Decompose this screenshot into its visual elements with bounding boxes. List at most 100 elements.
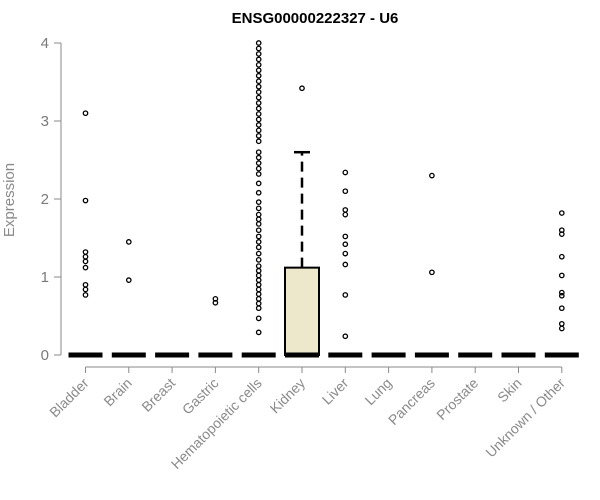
outlier-point (558, 253, 565, 260)
outlier-point (255, 211, 262, 218)
outlier-point (558, 231, 565, 237)
outlier-point (342, 207, 349, 213)
outlier-point (429, 172, 435, 179)
box-kidney (284, 150, 320, 358)
outlier-point (255, 272, 262, 279)
category-label: Gastric (179, 375, 222, 418)
outlier-point (255, 250, 262, 257)
outlier-point (255, 138, 262, 145)
outlier-point (255, 329, 262, 336)
category-label: Liver (319, 375, 352, 408)
outlier-point (558, 305, 565, 312)
outlier-point (299, 85, 305, 92)
outlier-point (255, 127, 262, 134)
category-label: Pancreas (385, 375, 438, 428)
outlier-point (255, 286, 262, 293)
outlier-point (255, 239, 262, 245)
outlier-point (255, 83, 262, 90)
outlier-point (342, 333, 349, 340)
outlier-point (255, 244, 262, 251)
outlier-point (82, 281, 89, 288)
outlier-point (558, 289, 565, 296)
y-tick-label: 0 (41, 347, 49, 364)
outlier-point (82, 258, 89, 265)
outlier-point (255, 89, 262, 95)
category-label: Brain (100, 375, 134, 409)
outlier-point (255, 171, 262, 177)
outlier-point (255, 67, 262, 74)
box-body (284, 266, 320, 357)
outlier-point (255, 263, 262, 269)
outlier-point (558, 210, 565, 216)
outlier-point (82, 249, 89, 255)
outlier-point (342, 292, 349, 298)
outlier-point (255, 291, 262, 298)
outlier-point (82, 253, 89, 260)
outlier-point (255, 149, 262, 156)
category-label: Breast (138, 375, 178, 415)
outlier-point (255, 227, 262, 234)
outlier-point (342, 188, 349, 195)
outlier-point (255, 40, 262, 46)
outlier-point (342, 241, 349, 248)
outlier-point (255, 78, 262, 85)
outlier-point (558, 272, 565, 279)
outlier-point (125, 277, 132, 283)
outlier-point (255, 100, 262, 106)
outlier-point (558, 320, 565, 327)
outlier-point (255, 180, 262, 187)
outlier-point (255, 45, 262, 52)
outlier-point (558, 325, 565, 332)
outlier-point (255, 256, 262, 263)
outlier-point (255, 56, 262, 63)
outlier-point (255, 221, 262, 227)
outlier-point (342, 250, 349, 257)
outlier-point (342, 169, 349, 176)
outlier-point (342, 233, 349, 240)
category-label: Skin (494, 375, 525, 406)
outlier-point (255, 132, 262, 139)
boxes (68, 150, 579, 358)
category-label: Kidney (267, 375, 309, 417)
outlier-point (558, 292, 565, 299)
y-tick-label: 4 (41, 35, 49, 52)
y-axis-label: Expression (1, 163, 18, 237)
outlier-point (255, 122, 262, 128)
outlier-point (82, 110, 89, 117)
outlier-point (255, 111, 262, 117)
outlier-point (212, 299, 219, 306)
category-label: Unknown / Other (482, 375, 568, 461)
outlier-point (255, 154, 262, 161)
outlier-point (255, 61, 262, 68)
y-tick-label: 2 (41, 191, 49, 208)
outlier-point (82, 197, 89, 204)
category-label: Bladder (46, 375, 92, 421)
outlier-point (255, 105, 262, 112)
chart-title: ENSG00000222327 - U6 (232, 10, 399, 27)
outlier-point (255, 295, 262, 302)
outlier-point (255, 205, 262, 212)
category-label: Prostate (433, 375, 481, 423)
outlier-point (255, 300, 262, 307)
outlier-point (255, 116, 262, 123)
outlier-point (255, 315, 262, 322)
outlier-point (255, 51, 262, 57)
y-tick-label: 1 (41, 269, 49, 286)
outlier-point (82, 264, 89, 271)
outlier-point (82, 286, 89, 293)
outlier-point (255, 199, 262, 205)
outlier-point (342, 261, 349, 268)
outlier-point (255, 216, 262, 223)
category-label: Lung (361, 375, 394, 408)
outlier-point (255, 277, 262, 283)
outlier-point (255, 305, 262, 312)
outlier-point (255, 94, 262, 101)
outlier-point (255, 233, 262, 240)
y-tick-label: 3 (41, 113, 49, 130)
axes: 0 1 2 3 4 (41, 35, 563, 373)
outlier-point (125, 239, 132, 245)
outlier-point (255, 189, 262, 196)
outlier-point (82, 292, 89, 298)
